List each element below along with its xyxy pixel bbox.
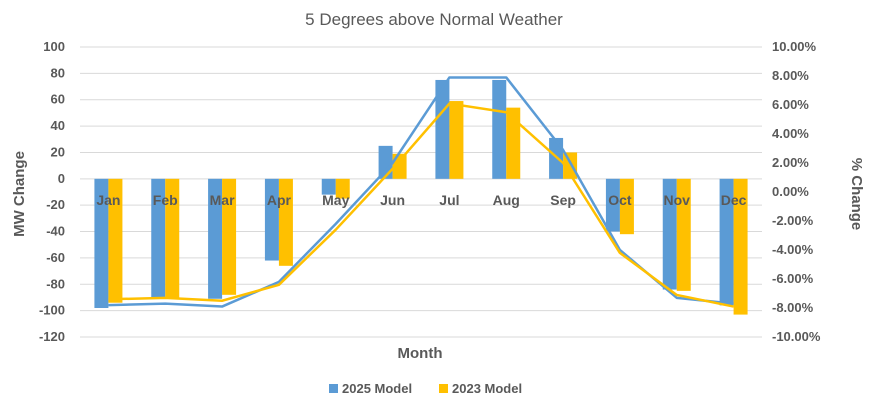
bar-2023-model-nov <box>676 178 691 291</box>
bar-2025-model-nov <box>662 178 677 290</box>
bar-2025-model-dec <box>719 178 734 306</box>
bar-2025-model-feb <box>151 178 166 299</box>
x-tick-label: Oct <box>608 192 632 208</box>
x-tick-label: Jun <box>380 192 405 208</box>
y-tick-label: -100 <box>39 303 65 318</box>
y2-tick-label: -10.00% <box>772 329 821 344</box>
bar-2025-model-oct <box>605 178 620 232</box>
x-tick-label: Dec <box>721 192 747 208</box>
x-axis-ticks: Jan Feb Mar Apr May Jun Jul Aug Sep Oct Nov Dec <box>96 192 746 208</box>
bar-2025-model-apr <box>264 178 279 261</box>
bar-2023-model-jan <box>108 178 123 303</box>
y2-tick-label: -4.00% <box>772 242 814 257</box>
bar-2023-model-feb <box>165 178 180 299</box>
bar-2025-model-jun <box>378 145 393 179</box>
bar-2025-model-may <box>321 178 336 195</box>
bar-2023-model-oct <box>619 178 634 235</box>
lines <box>108 76 734 308</box>
y-tick-label: -20 <box>46 197 65 212</box>
x-tick-label: Sep <box>550 192 576 208</box>
bar-2023-model-sep <box>563 152 578 179</box>
y-tick-label: 80 <box>51 65 65 80</box>
gridlines <box>80 46 762 338</box>
y2-axis-label: % Change <box>848 158 865 231</box>
y2-axis-ticks: 10.00% 8.00% 6.00% 4.00% 2.00% 0.00% -2.00% -4.… <box>772 39 821 344</box>
legend-label: 2025 Model <box>342 381 412 396</box>
bar-2023-model-aug <box>506 107 521 179</box>
bar-2023-model-jul <box>449 101 464 179</box>
y2-tick-label: 2.00% <box>772 155 809 170</box>
x-tick-label: Mar <box>210 192 235 208</box>
bar-2023-model-mar <box>222 178 237 295</box>
x-tick-label: Aug <box>493 192 520 208</box>
y-tick-label: -80 <box>46 276 65 291</box>
line-2023-model <box>108 102 734 308</box>
legend-swatch <box>439 384 448 393</box>
x-tick-label: Jan <box>96 192 120 208</box>
y-tick-label: 60 <box>51 92 65 107</box>
bars <box>94 79 748 315</box>
y-tick-label: 100 <box>43 39 65 54</box>
legend-swatch <box>329 384 338 393</box>
chart-title: 5 Degrees above Normal Weather <box>305 10 563 29</box>
y-axis-label: MW Change <box>11 151 28 237</box>
y-tick-label: 20 <box>51 144 65 159</box>
bar-2023-model-may <box>335 178 350 199</box>
x-tick-label: Nov <box>664 192 691 208</box>
bar-2023-model-apr <box>278 178 293 266</box>
y-tick-label: -40 <box>46 224 65 239</box>
bar-2025-model-jul <box>435 79 450 179</box>
y-tick-label: 0 <box>58 171 65 186</box>
y-tick-label: -60 <box>46 250 65 265</box>
y-tick-label: -120 <box>39 329 65 344</box>
y2-tick-label: 8.00% <box>772 68 809 83</box>
y2-tick-label: -2.00% <box>772 213 814 228</box>
bar-2025-model-aug <box>492 79 507 179</box>
y2-tick-label: -6.00% <box>772 271 814 286</box>
y2-tick-label: 0.00% <box>772 184 809 199</box>
x-tick-label: Jul <box>439 192 459 208</box>
y2-tick-label: 4.00% <box>772 126 809 141</box>
y2-tick-label: -8.00% <box>772 300 814 315</box>
legend-label: 2023 Model <box>452 381 522 396</box>
bar-2025-model-jan <box>94 178 109 308</box>
y2-tick-label: 10.00% <box>772 39 817 54</box>
bar-2023-model-jun <box>392 153 407 179</box>
x-tick-label: Apr <box>267 192 292 208</box>
line-2025-model <box>108 76 734 308</box>
x-tick-label: Feb <box>153 192 178 208</box>
y-axis-ticks: 100 80 60 40 20 0 -20 -40 -60 -80 -100 -120 <box>39 39 65 344</box>
x-tick-label: May <box>322 192 349 208</box>
x-axis-label: Month <box>398 345 443 362</box>
legend: 2025 Model 2023 Model <box>329 381 522 396</box>
y2-tick-label: 6.00% <box>772 97 809 112</box>
bar-2025-model-mar <box>208 178 223 299</box>
y-tick-label: 40 <box>51 118 65 133</box>
bar-2023-model-dec <box>733 178 748 315</box>
